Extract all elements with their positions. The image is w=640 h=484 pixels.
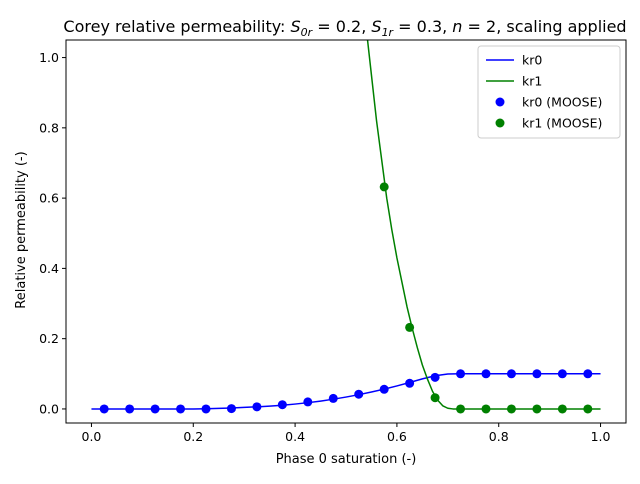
data-point-kr0-moose <box>277 400 287 410</box>
axes-layer: 0.0 0.2 0.4 0.6 0.8 1.0 0.0 0.2 0.4 0.6 0.8 1.0 <box>39 39 627 444</box>
legend-label-kr0-moose: kr0 (MOOSE) <box>522 95 602 110</box>
data-point-kr0-moose <box>379 384 389 394</box>
y-tick-label: 0.6 <box>39 191 59 206</box>
y-tick-label: 0.2 <box>39 331 59 346</box>
x-tick-label: 0.2 <box>183 429 203 444</box>
x-tick-label: 0.6 <box>387 429 407 444</box>
data-point-kr0-moose <box>252 402 262 412</box>
series-line-kr1 <box>366 40 601 410</box>
y-tick-label: 0.8 <box>39 120 59 135</box>
legend: kr0 kr1 kr0 (MOOSE) kr1 (MOOSE) <box>477 45 621 139</box>
data-point-kr1-moose <box>405 322 415 332</box>
data-point-kr0-moose <box>557 369 567 379</box>
legend-label-kr1-moose: kr1 (MOOSE) <box>522 116 602 131</box>
x-tick-label: 0.4 <box>285 429 305 444</box>
data-point-kr1-moose <box>557 404 567 414</box>
x-tick-label: 0.8 <box>489 429 509 444</box>
legend-label-kr0: kr0 <box>522 53 542 68</box>
series-layer <box>91 40 601 414</box>
legend-box <box>477 45 621 139</box>
legend-label-kr1: kr1 <box>522 74 542 89</box>
legend-swatch-kr1-moose <box>495 118 505 128</box>
data-point-kr0-moose <box>176 404 186 414</box>
data-point-kr0-moose <box>506 369 516 379</box>
data-point-kr1-moose <box>456 404 466 414</box>
data-point-kr0-moose <box>328 393 338 403</box>
legend-swatch-kr0-moose <box>495 97 505 107</box>
x-tick-label: 1.0 <box>591 429 611 444</box>
chart-title: Corey relative permeability: S0r = 0.2, … <box>63 17 626 39</box>
data-point-kr0-moose <box>226 404 236 414</box>
data-point-kr1-moose <box>481 404 491 414</box>
data-point-kr0-moose <box>303 397 313 407</box>
data-point-kr1-moose <box>430 393 440 403</box>
data-point-kr0-moose <box>201 404 211 414</box>
data-point-kr0-moose <box>456 369 466 379</box>
data-point-kr0-moose <box>430 372 440 382</box>
data-point-kr0-moose <box>583 369 593 379</box>
data-point-kr1-moose <box>506 404 516 414</box>
plot-frame <box>65 39 627 424</box>
data-point-kr0-moose <box>481 369 491 379</box>
x-tick-label: 0.0 <box>82 429 102 444</box>
y-tick-label: 0.4 <box>39 261 59 276</box>
data-point-kr1-moose <box>379 182 389 192</box>
data-point-kr0-moose <box>354 389 364 399</box>
x-axis-label: Phase 0 saturation (-) <box>276 452 417 467</box>
y-tick-label: 1.0 <box>39 50 59 65</box>
data-point-kr0-moose <box>125 404 135 414</box>
data-point-kr0-moose <box>99 404 109 414</box>
data-point-kr0-moose <box>405 378 415 388</box>
y-axis-label: Relative permeability (-) <box>14 151 29 308</box>
y-tick-label: 0.0 <box>39 401 59 416</box>
data-point-kr0-moose <box>150 404 160 414</box>
data-point-kr0-moose <box>532 369 542 379</box>
data-point-kr1-moose <box>532 404 542 414</box>
data-point-kr1-moose <box>583 404 593 414</box>
